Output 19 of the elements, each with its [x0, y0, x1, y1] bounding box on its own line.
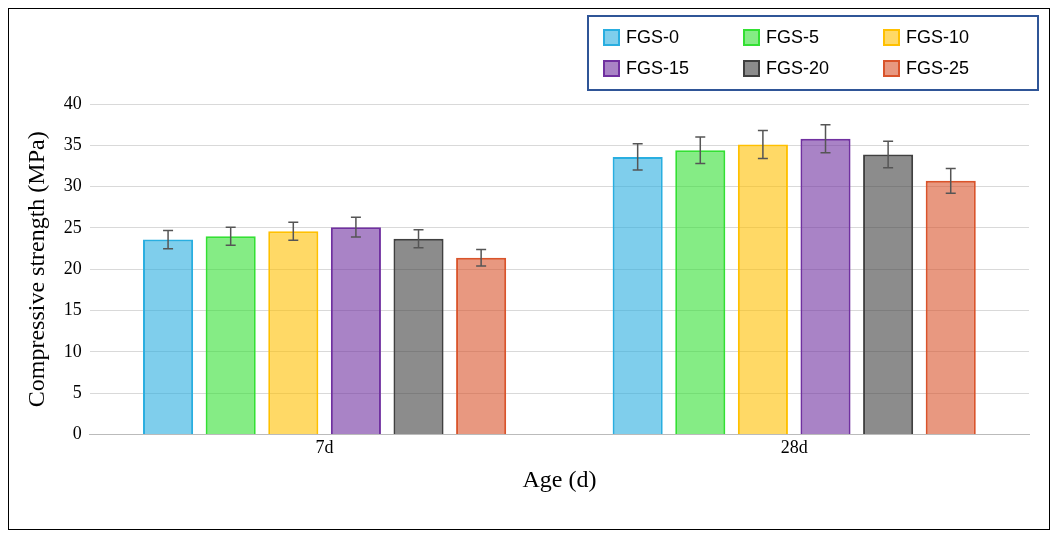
y-tick-label: 0: [72, 423, 82, 444]
y-tick-label: 5: [72, 382, 82, 403]
legend-label: FGS-15: [626, 58, 690, 79]
y-axis-title: Compressive strength (MPa): [22, 131, 49, 408]
y-tick-label: 10: [63, 340, 82, 361]
legend-label: FGS-0: [626, 27, 680, 48]
y-tick-label: 15: [63, 299, 82, 320]
legend-label: FGS-25: [906, 58, 970, 79]
y-tick-label: 25: [63, 216, 82, 237]
x-tick-label: 7d: [315, 437, 334, 458]
y-tick-label: 35: [63, 134, 82, 155]
legend-label: FGS-5: [766, 27, 820, 48]
x-tick-label: 28d: [780, 437, 808, 458]
x-axis-title: Age (d): [522, 465, 597, 492]
legend-label: FGS-10: [906, 27, 970, 48]
legend-label: FGS-20: [766, 58, 830, 79]
y-tick-label: 30: [63, 175, 82, 196]
y-tick-label: 40: [63, 92, 82, 113]
y-tick-label: 20: [63, 258, 82, 279]
